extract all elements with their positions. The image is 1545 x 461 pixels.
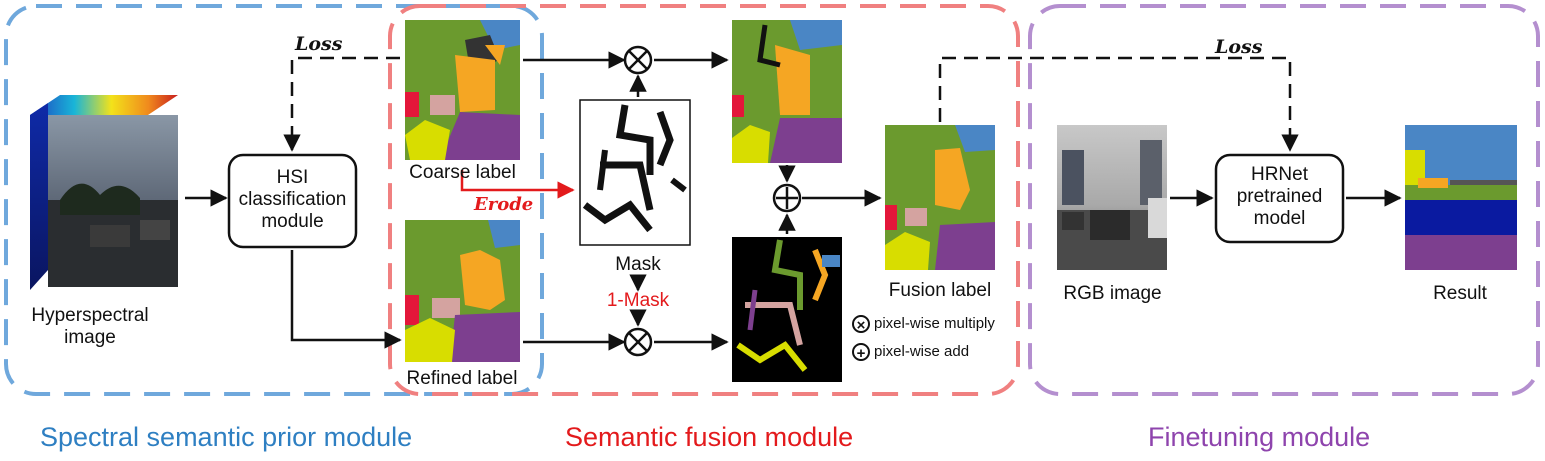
spectral-module-border (4, 4, 544, 396)
hrnet-box (1214, 153, 1345, 244)
hsi-box-text: HSI classification module (229, 167, 356, 233)
refined-label-image (405, 220, 520, 362)
multiply-legend-icon: × (852, 315, 870, 334)
hrnet-line-1: HRNet (1250, 164, 1308, 185)
result-caption: Result (1433, 283, 1487, 304)
rgb-image-caption: RGB image (1063, 283, 1162, 304)
fusion-module-border (388, 4, 1020, 396)
coarse-masked-image (732, 20, 842, 163)
add-legend-icon: + (852, 343, 870, 362)
spectral-module-title: Spectral semantic prior module (40, 422, 413, 452)
legend-multiply-text: pixel-wise multiply (874, 315, 995, 332)
hrnet-box-text: HRNet pretrained model (1216, 164, 1343, 230)
loss-left-label: Loss (295, 33, 343, 55)
hsi-classification-box (227, 153, 358, 249)
erode-arrow (460, 170, 575, 199)
hrnet-line-2: pretrained (1236, 186, 1323, 207)
coarse-label-caption: Coarse label (409, 162, 516, 183)
hyperspectral-label: Hyperspectral image (31, 305, 149, 348)
fusion-module-title: Semantic fusion module (565, 422, 854, 452)
legend-add: + pixel-wise add (852, 343, 970, 362)
refined-label-caption: Refined label (406, 368, 518, 389)
hsi-line-2: classification (238, 189, 347, 210)
mask-image (579, 99, 691, 246)
finetune-module-border (1028, 4, 1540, 396)
fusion-label-image (885, 125, 995, 270)
mask-caption: Mask (615, 254, 661, 275)
hrnet-line-3: model (1253, 208, 1306, 229)
hsi-line-3: module (261, 211, 324, 232)
one-minus-mask-caption: 1-Mask (606, 290, 670, 311)
result-image (1405, 125, 1517, 270)
hsi-line-1: HSI (276, 167, 309, 188)
hyperspectral-cube (30, 95, 178, 290)
coarse-label-image (405, 20, 520, 160)
multiply-op-bottom (623, 327, 653, 357)
fusion-label-caption: Fusion label (888, 280, 992, 301)
add-op (772, 183, 802, 213)
multiply-op-top (623, 45, 653, 75)
legend-add-text: pixel-wise add (874, 343, 970, 360)
finetune-module-title: Finetuning module (1148, 422, 1371, 452)
rgb-image (1057, 125, 1167, 270)
refined-masked-image (732, 237, 842, 382)
erode-label: Erode (474, 194, 534, 215)
connectors (185, 51, 1402, 351)
loss-right-label: Loss (1215, 36, 1263, 58)
legend-multiply: × pixel-wise multiply (852, 315, 995, 334)
